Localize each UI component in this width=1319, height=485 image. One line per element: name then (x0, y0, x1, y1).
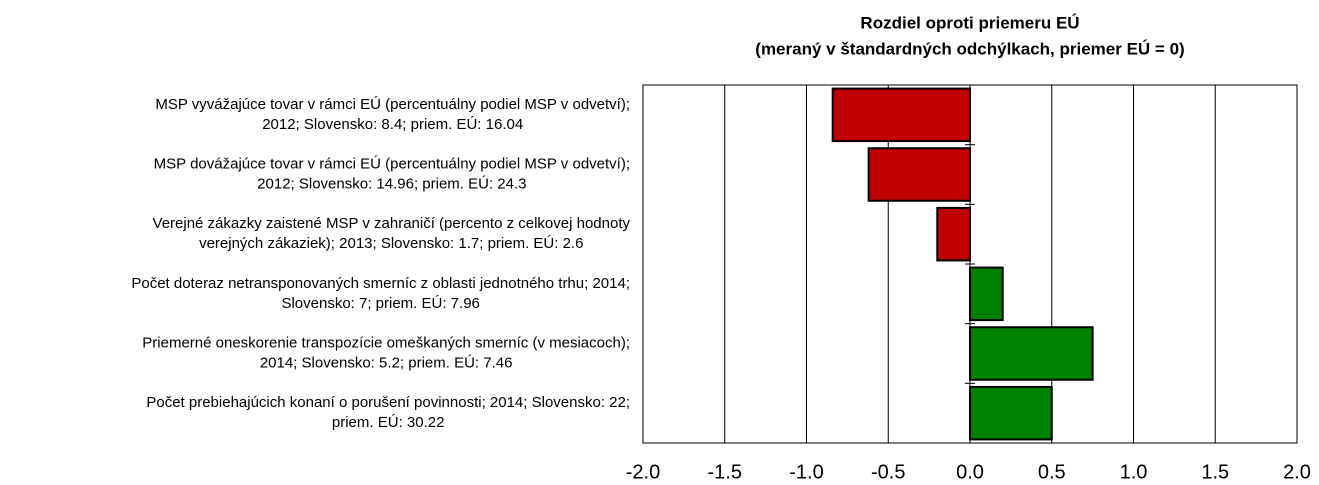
x-tick-label: 2.0 (1283, 461, 1311, 483)
y-tick-label: Počet prebiehajúcich konaní o porušení p… (146, 394, 630, 411)
x-tick-label: -0.5 (871, 461, 905, 483)
y-tick-label: verejných zákaziek); 2013; Slovensko: 1.… (199, 235, 583, 252)
y-tick-label: Slovensko: 7; priem. EÚ: 7.96 (281, 295, 479, 312)
x-tick-label: 0.0 (956, 461, 984, 483)
x-tick-label: 1.5 (1201, 461, 1229, 483)
y-tick-label: Priemerné oneskorenie transpozície omešk… (142, 334, 630, 351)
y-tick-label: Počet doteraz netransponovaných smerníc … (131, 275, 630, 292)
x-tick-label: 1.0 (1120, 461, 1148, 483)
plot-border (642, 84, 1298, 444)
bar (936, 206, 971, 262)
y-tick-label: MSP vyvážajúce tovar v rámci EÚ (percent… (155, 96, 630, 113)
bar (831, 87, 971, 143)
y-tick-label: 2012; Slovensko: 8.4; priem. EÚ: 16.04 (262, 116, 523, 133)
bar (969, 385, 1053, 441)
x-tick-label: -2.0 (626, 461, 660, 483)
y-tick-label: 2012; Slovensko: 14.96; priem. EÚ: 24.3 (257, 175, 526, 192)
bar (969, 266, 1004, 322)
chart-subtitle: (meraný v štandardných odchýlkach, priem… (755, 39, 1184, 58)
x-tick-label: -1.5 (708, 461, 742, 483)
y-tick-label: priem. EÚ: 30.22 (332, 414, 445, 431)
y-tick-label: 2014; Slovensko: 5.2; priem. EÚ: 7.46 (260, 354, 513, 371)
chart-title: Rozdiel oproti priemeru EÚ (860, 13, 1079, 32)
bar (969, 326, 1094, 381)
bar (867, 147, 972, 202)
x-tick-label: -1.0 (789, 461, 823, 483)
y-tick-label: MSP dovážajúce tovar v rámci EÚ (percent… (154, 155, 630, 172)
x-tick-label: 0.5 (1038, 461, 1066, 483)
y-tick-label: Verejné zákazky zaistené MSP v zahraničí… (153, 215, 631, 232)
